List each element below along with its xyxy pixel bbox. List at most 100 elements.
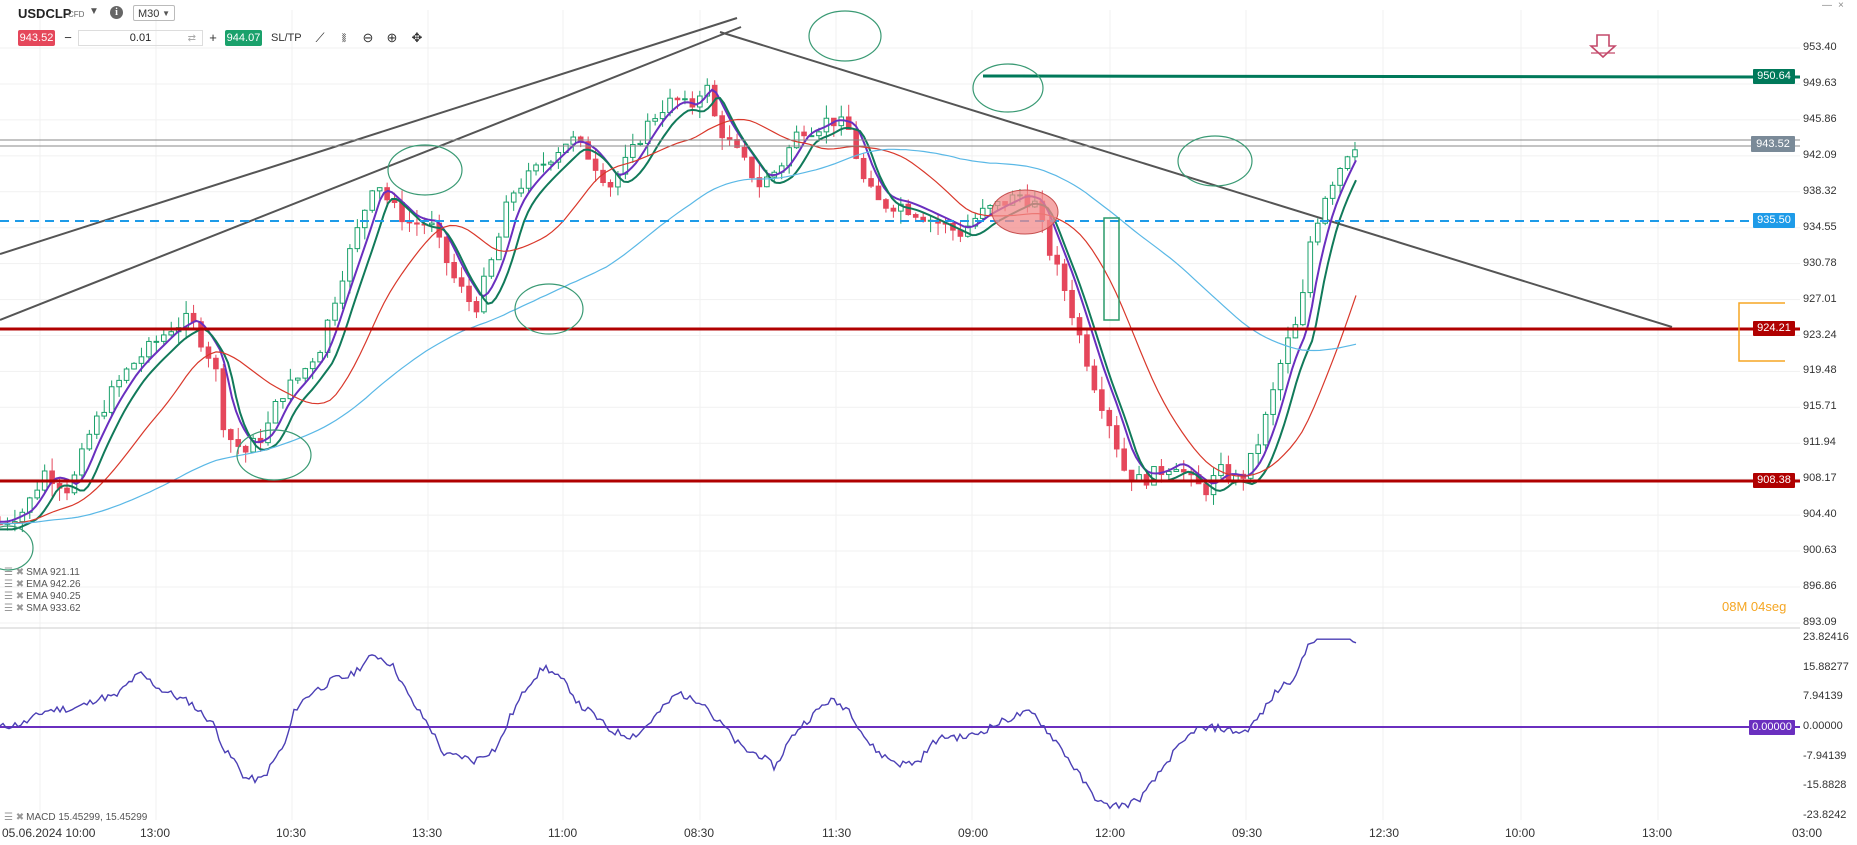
candle-body	[235, 439, 242, 447]
candle-body	[1173, 469, 1180, 472]
price-axis-label: 930.78	[1803, 256, 1837, 269]
candle-body	[138, 356, 145, 364]
candle-body	[473, 301, 480, 313]
candle-body	[801, 131, 807, 137]
decrease-quantity-button[interactable]: −	[64, 30, 72, 45]
horizontal-levels	[0, 74, 1801, 483]
time-axis-label: 13:30	[412, 826, 443, 840]
trendline-icon[interactable]: ⟋	[315, 30, 325, 45]
candle-body	[332, 302, 338, 321]
ellipse-annotation	[972, 63, 1044, 113]
candle-body	[280, 398, 286, 403]
macd-zero-tag: 0.00000	[1749, 720, 1795, 735]
candle-body	[153, 340, 160, 343]
indicator-item[interactable]: ☰ ✖ SMA 933.62	[4, 603, 81, 614]
trade-toolbar: USDCLP CFD ▼ i M30 ▼ 943.52 − 0.01 ⇄ + 944…	[0, 0, 520, 48]
sltp-button[interactable]: SL/TP	[271, 32, 302, 44]
candle-body	[160, 334, 167, 342]
filled-ellipse-annotation	[991, 189, 1059, 235]
candle-body	[317, 351, 323, 363]
rect-annotation	[1103, 217, 1120, 321]
annotations	[0, 10, 1785, 571]
time-axis-label: 10:00	[1505, 826, 1536, 840]
candle-body	[1180, 469, 1187, 473]
info-icon[interactable]: i	[110, 6, 123, 19]
candle-body	[1270, 389, 1276, 415]
time-axis-label: 13:00	[1642, 826, 1673, 840]
ellipse-annotation	[514, 283, 584, 335]
candle-body	[1262, 413, 1269, 446]
price-axis-label: 953.40	[1803, 41, 1837, 53]
zoom-out-icon[interactable]: ⊖	[362, 30, 374, 45]
grid	[0, 10, 1800, 820]
lower-channel-line	[0, 26, 742, 321]
candle-body	[64, 487, 70, 494]
candle-body	[1166, 470, 1172, 476]
time-axis-label: 13:00	[140, 826, 171, 840]
candle-body	[108, 386, 115, 413]
ellipse-annotation	[1177, 135, 1253, 187]
ellipse-annotation	[808, 10, 882, 62]
buy-price-button[interactable]: 944.07	[225, 30, 262, 46]
target-bracket	[1738, 302, 1785, 362]
close-button[interactable]: ×	[1838, 0, 1844, 11]
macd-legend[interactable]: ☰ ✖ MACD 15.45299, 15.45299	[4, 812, 148, 823]
candle-body	[764, 176, 770, 188]
crosshair-icon[interactable]: ✥	[411, 30, 423, 45]
instrument-type-label: CFD	[68, 10, 85, 19]
candle-body	[496, 236, 502, 261]
candle-body	[429, 222, 435, 226]
symbol-label[interactable]: USDCLP	[18, 6, 72, 21]
candle-body	[1128, 469, 1135, 482]
candle-body	[540, 163, 547, 166]
macd-panel	[0, 627, 1800, 810]
candle-body	[451, 262, 457, 279]
candle-body	[101, 411, 108, 417]
indicator-item[interactable]: ☰ ✖ EMA 940.25	[4, 591, 81, 602]
price-axis-label: 923.24	[1803, 328, 1837, 341]
macd-axis-label: -23.8242	[1803, 809, 1847, 821]
candle-body	[1076, 317, 1083, 336]
candle-body	[227, 429, 234, 441]
indicator-item[interactable]: ☰ ✖ SMA 921.11	[4, 567, 80, 578]
candle-body	[168, 331, 175, 336]
timeframe-select[interactable]: M30 ▼	[133, 5, 175, 21]
price-axis-label: 945.86	[1803, 112, 1837, 125]
price-axis-label: 911.94	[1803, 436, 1836, 449]
sell-price-button[interactable]: 943.52	[18, 30, 55, 46]
macd-axis-label: -15.8828	[1803, 779, 1847, 792]
chevron-down-icon[interactable]: ▼	[89, 6, 99, 17]
candle-body	[361, 209, 368, 229]
candle-body	[79, 448, 85, 476]
candle-body	[34, 489, 41, 499]
candle-body	[213, 357, 219, 370]
zoom-in-icon[interactable]: ⊕	[386, 30, 398, 45]
indicator-item[interactable]: ☰ ✖ EMA 942.26	[4, 579, 81, 590]
candle-body	[414, 222, 420, 225]
candle-body	[1106, 409, 1113, 427]
candle-body	[1300, 292, 1306, 326]
candle-body	[1099, 389, 1105, 411]
increase-quantity-button[interactable]: +	[209, 30, 217, 45]
time-axis-label: 10:30	[276, 826, 307, 840]
candle-body	[1069, 289, 1075, 319]
macd-axis-label: -7.94139	[1803, 749, 1847, 762]
candles-icon[interactable]: ⧚	[341, 30, 347, 45]
candle-body	[376, 187, 383, 192]
price-axis-label: 893.09	[1803, 615, 1837, 628]
candle-body	[1314, 222, 1321, 243]
ema-fast-line	[0, 88, 1357, 523]
indicator-legend: ☰ ✖ SMA 921.11 ☰ ✖ EMA 942.26 ☰ ✖ EMA 940.2…	[4, 567, 81, 615]
candle-body	[1158, 466, 1165, 476]
quantity-input[interactable]: 0.01 ⇄	[78, 30, 203, 46]
candle-body	[853, 128, 859, 159]
candle-body	[1329, 184, 1336, 199]
candle-body	[369, 190, 376, 211]
candle-body	[860, 157, 867, 180]
candle-body	[726, 137, 733, 141]
minimize-button[interactable]: —	[1822, 0, 1832, 11]
candle-body	[466, 285, 472, 303]
time-axis-label: 03:00	[1792, 826, 1823, 840]
price-axis-label: 938.32	[1803, 184, 1837, 197]
